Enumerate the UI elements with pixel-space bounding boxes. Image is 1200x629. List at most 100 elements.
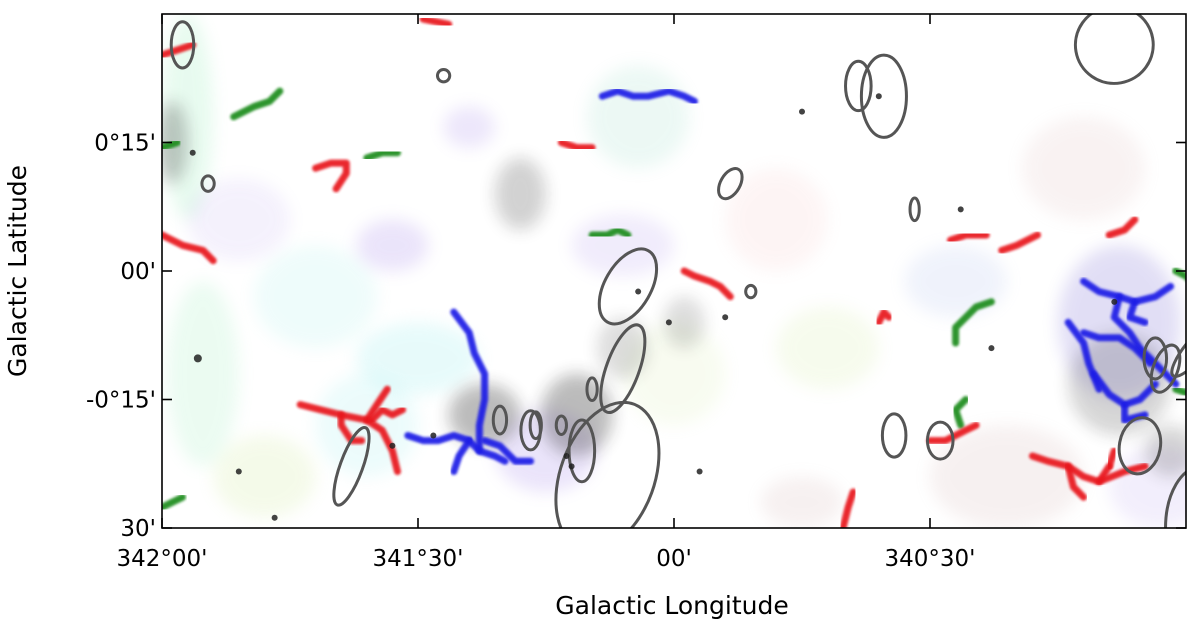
red-filament-14 [1105, 216, 1139, 239]
red-filament-22 [363, 385, 391, 424]
red-filament-12 [947, 231, 990, 244]
red-filament-13 [998, 231, 1041, 254]
source-ellipse-17 [519, 409, 542, 452]
blue-filament-7 [598, 87, 698, 105]
emission-clump-7 [443, 106, 495, 148]
compact-source-1 [563, 453, 570, 460]
red-filament-21 [337, 411, 366, 445]
emission-clump-8 [586, 65, 690, 169]
y-tick-label-0: 0°15' [94, 131, 156, 157]
source-ellipse-10 [599, 323, 647, 414]
compact-source-4 [389, 442, 396, 449]
source-ellipse-11 [332, 425, 371, 507]
x-tick-label-2: 00' [656, 546, 692, 572]
x-tick-label-0: 342°00' [117, 546, 208, 572]
green-filament-9 [588, 226, 632, 239]
green-filament-18 [952, 396, 970, 429]
red-filament-19 [926, 421, 980, 445]
green-filament-2 [230, 87, 284, 121]
green-filament-34 [1172, 385, 1186, 397]
emission-clump-18 [930, 425, 1084, 528]
source-ellipse-9 [744, 283, 758, 300]
y-tick-label-2: -0°15' [86, 388, 156, 414]
plot-area [162, 14, 1186, 528]
emission-clump-10 [187, 178, 290, 261]
emission-clump-5 [213, 435, 316, 518]
emission-clump-6 [356, 219, 429, 271]
compact-source-7 [665, 319, 672, 326]
emission-clump-20 [761, 476, 843, 528]
compact-source-14 [568, 463, 575, 470]
compact-source-11 [875, 93, 882, 100]
x-tick-label-1: 341°30' [373, 546, 464, 572]
blue-filament-25 [450, 308, 489, 455]
green-filament-4 [363, 149, 401, 162]
blue-filament-24 [404, 432, 509, 465]
source-ellipse-3 [844, 59, 873, 113]
green-filament-33 [162, 493, 186, 511]
blue-filament-42 [1126, 298, 1149, 326]
source-ellipse-2 [1073, 14, 1155, 85]
source-ellipse-22 [1117, 416, 1163, 476]
emission-clump-12 [622, 322, 726, 426]
dust-patch-4 [494, 157, 546, 230]
source-ellipse-15 [554, 414, 568, 436]
source-ellipse-8 [597, 247, 659, 326]
compact-source-layer [189, 93, 1118, 521]
red-filament-29 [1064, 462, 1088, 501]
ellipse-layer [169, 14, 1186, 528]
dust-patch-3 [663, 296, 705, 349]
compact-source-5 [430, 432, 437, 439]
source-ellipse-4 [859, 53, 908, 139]
source-ellipse-20 [925, 420, 955, 461]
green-filament-3 [162, 139, 181, 152]
blue-filament-27 [450, 437, 473, 475]
source-ellipse-16 [567, 418, 597, 484]
blue-filament-36 [1080, 277, 1175, 306]
source-ellipse-23 [1170, 318, 1186, 378]
emission-clump-1 [167, 281, 239, 467]
source-ellipse-7 [908, 196, 921, 223]
source-ellipse-5 [200, 174, 216, 193]
red-filament-5 [312, 159, 350, 193]
y-axis-label: Galactic Latitude [3, 165, 32, 377]
emission-clump-2 [254, 245, 378, 349]
x-axis-label: Galactic Longitude [555, 591, 788, 620]
source-ellipse-13 [585, 376, 599, 403]
source-ellipse-21 [1149, 343, 1182, 394]
source-ellipse-1 [435, 68, 452, 84]
red-filament-32 [839, 488, 857, 528]
green-filament-15 [1172, 267, 1186, 282]
red-filament-31 [1105, 447, 1118, 470]
compact-source-2 [235, 468, 242, 475]
source-ellipse-6 [717, 167, 744, 201]
blue-filament-40 [1064, 318, 1103, 393]
red-filament-1 [162, 41, 197, 59]
compact-source-6 [189, 149, 196, 156]
compact-source-3 [271, 514, 278, 521]
y-tick-label-1: 00' [120, 259, 156, 285]
blue-filament-26 [481, 437, 535, 465]
emission-clump-9 [571, 214, 674, 277]
compact-source-16 [1111, 298, 1118, 305]
green-filament-16 [952, 298, 995, 347]
red-filament-11 [680, 267, 734, 301]
compact-source-0 [193, 354, 202, 363]
source-ellipse-19 [880, 412, 908, 459]
x-tick-label-3: 340°30' [885, 546, 976, 572]
emission-clump-4 [315, 373, 418, 477]
red-filament-17 [875, 308, 893, 326]
emission-clump-13 [725, 168, 828, 271]
red-filament-6 [557, 139, 596, 152]
compact-source-15 [635, 288, 642, 295]
emission-clump-3 [356, 322, 480, 395]
red-filament-10 [162, 231, 217, 265]
compact-source-8 [696, 468, 703, 475]
red-filament-30 [1095, 462, 1149, 486]
red-filament-0 [419, 15, 453, 28]
emission-clump-15 [904, 245, 1007, 318]
compact-source-9 [722, 314, 729, 321]
source-ellipse-25 [1142, 336, 1169, 381]
source-ellipse-0 [169, 20, 196, 70]
